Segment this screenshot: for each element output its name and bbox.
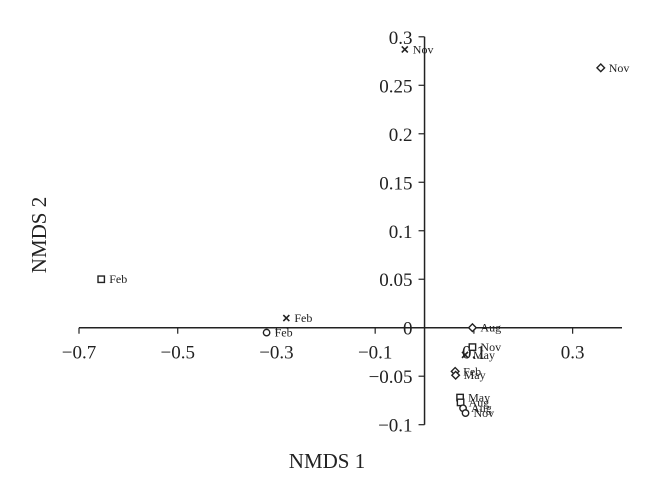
point-label: Aug [471, 401, 492, 415]
axes [78, 36, 622, 426]
tick-labels: −0.7 −0.5 −0.3 −0.1 0.1 0.3 −0.1 −0.05 0 0.05 0.1 0… [62, 28, 585, 437]
point-label: Nov [609, 61, 630, 75]
y-tick-label: −0.05 [369, 367, 413, 388]
x-tick-label: −0.5 [160, 343, 194, 364]
point-label: Nov [474, 406, 495, 420]
x-marker [461, 351, 469, 359]
y-tick-label: −0.1 [378, 416, 412, 437]
point-label: Nov [413, 42, 434, 56]
diamond-marker [595, 63, 606, 73]
x-tick-label: −0.7 [62, 343, 96, 364]
y-tick-label: 0.25 [379, 76, 412, 97]
y-tick-label: 0.1 [389, 222, 413, 243]
x-tick-label: 0.1 [462, 343, 486, 364]
square-marker [97, 275, 106, 284]
point-label: May [464, 368, 486, 382]
point-label: Feb [294, 311, 312, 325]
point-label: Nov [480, 340, 501, 354]
point-label: Feb [463, 364, 481, 378]
point-label: May [468, 391, 490, 405]
y-axis-title: NMDS 2 [27, 197, 51, 273]
y-tick-label: 0.3 [389, 28, 413, 49]
point-label: Feb [275, 326, 293, 340]
point-label: Aug [480, 321, 501, 335]
x-marker [282, 314, 290, 322]
circle-marker [262, 328, 271, 337]
x-axis-title: NMDS 1 [289, 449, 365, 473]
data-points: FebNovMayAugNovFebMayFebAugNovNovAugFebM… [97, 42, 630, 420]
y-tick-label: 0 [403, 319, 413, 340]
point-label: Feb [109, 272, 127, 286]
y-tick-label: 0.2 [389, 125, 413, 146]
x-tick-label: −0.3 [259, 343, 293, 364]
point-label: Aug [469, 395, 490, 409]
circle-marker [461, 409, 470, 417]
point-label: May [473, 348, 495, 362]
diamond-marker [467, 322, 478, 333]
x-tick-label: −0.1 [358, 343, 392, 364]
square-marker [468, 343, 477, 352]
x-tick-label: 0.3 [561, 343, 585, 364]
x-marker [401, 45, 409, 53]
y-tick-label: 0.15 [379, 173, 412, 194]
y-tick-label: 0.05 [379, 270, 412, 291]
diamond-marker [450, 370, 461, 381]
